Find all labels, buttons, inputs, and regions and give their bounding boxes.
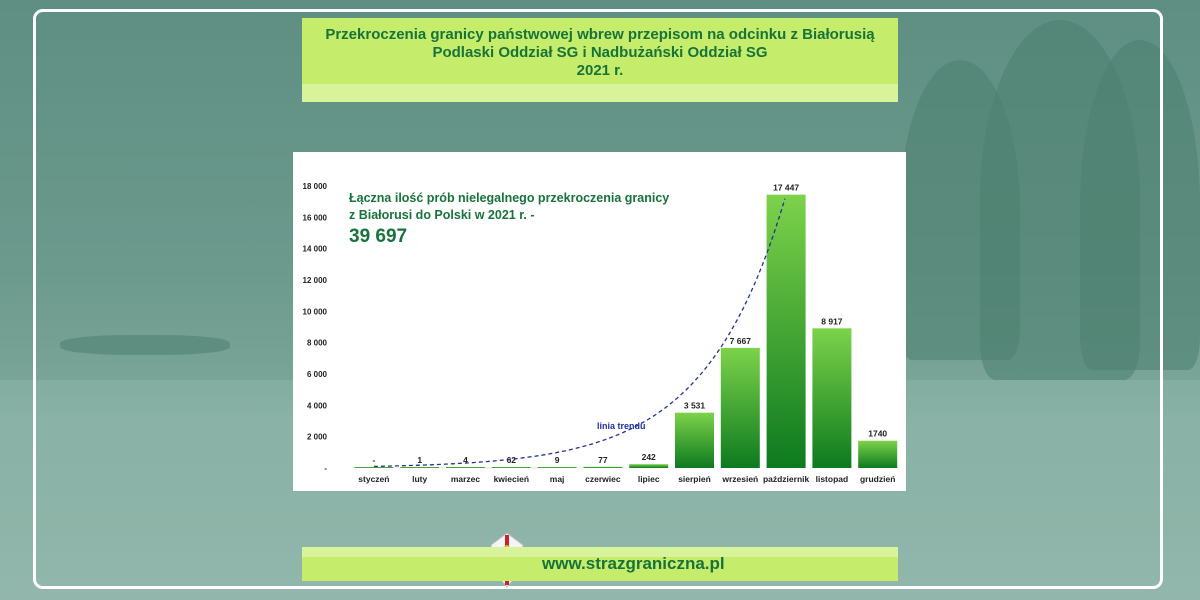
bar-czerwiec (583, 467, 622, 468)
x-tick-label: kwiecień (494, 474, 529, 484)
x-tick-label: lipiec (638, 474, 660, 484)
bar-listopad (812, 328, 851, 468)
bar-value-label: 242 (642, 452, 656, 462)
y-tick-label: 10 000 (303, 307, 328, 316)
bar-value-label: 7 667 (730, 336, 752, 346)
bar-chart: - 2 000 4 000 6 000 8 000 10 000 12 000 14 000 1… (293, 152, 906, 491)
annotation-total: 39 697 (349, 226, 407, 247)
bar-marzec (446, 467, 485, 468)
y-tick-label: 6 000 (307, 370, 328, 379)
bar-sierpień (675, 413, 714, 468)
bar-value-label: 17 447 (773, 183, 799, 193)
bar-value-label: 1 (417, 455, 422, 465)
chart-panel: - 2 000 4 000 6 000 8 000 10 000 12 000 14 000 1… (293, 152, 906, 491)
bar-lipiec (629, 464, 668, 468)
annotation-line-1: Łączna ilość prób nielegalnego przekrocz… (349, 191, 669, 205)
bar-kwiecień (492, 467, 531, 468)
footer-banner: www.strazgraniczna.pl (302, 547, 898, 581)
y-tick-label: - (324, 464, 327, 473)
bar-value-label: 8 917 (821, 316, 843, 326)
y-tick-label: 14 000 (303, 245, 328, 254)
title-line-1: Przekroczenia granicy państwowej wbrew p… (302, 26, 898, 44)
x-tick-label: styczeń (358, 474, 389, 484)
bar-luty (400, 467, 439, 468)
x-tick-label: październik (763, 474, 810, 484)
title-banner: Przekroczenia granicy państwowej wbrew p… (302, 18, 898, 102)
x-tick-label: czerwiec (585, 474, 621, 484)
x-tick-label: maj (550, 474, 565, 484)
x-tick-label: wrzesień (721, 474, 758, 484)
title-banner-strip (302, 84, 898, 102)
annotation-line-2: z Białorusi do Polski w 2021 r. - (349, 208, 534, 222)
website-link[interactable]: www.strazgraniczna.pl (542, 554, 725, 574)
bar-grudzień (858, 441, 897, 468)
bar-maj (538, 467, 577, 468)
x-tick-label: sierpień (678, 474, 711, 484)
bar-value-label: 3 531 (684, 401, 706, 411)
y-tick-label: 4 000 (307, 401, 328, 410)
trend-line-label: linia trendu (597, 421, 646, 431)
bar-wrzesień (721, 348, 760, 468)
y-tick-label: 16 000 (303, 213, 328, 222)
x-tick-label: luty (412, 474, 427, 484)
bar-value-label: 9 (555, 455, 560, 465)
title-line-3: 2021 r. (302, 62, 898, 80)
x-tick-label: grudzień (860, 474, 895, 484)
bar-value-label: - (372, 455, 375, 465)
bar-value-label: 1740 (868, 429, 887, 439)
x-tick-label: marzec (451, 474, 481, 484)
y-tick-label: 8 000 (307, 339, 328, 348)
y-tick-label: 18 000 (303, 182, 328, 191)
bar-value-label: 77 (598, 455, 608, 465)
bar-styczeń (354, 467, 393, 468)
y-tick-label: 12 000 (303, 276, 328, 285)
x-tick-label: listopad (816, 474, 849, 484)
title-line-2: Podlaski Oddział SG i Nadbużański Oddzia… (302, 44, 898, 62)
y-tick-label: 2 000 (307, 433, 328, 442)
